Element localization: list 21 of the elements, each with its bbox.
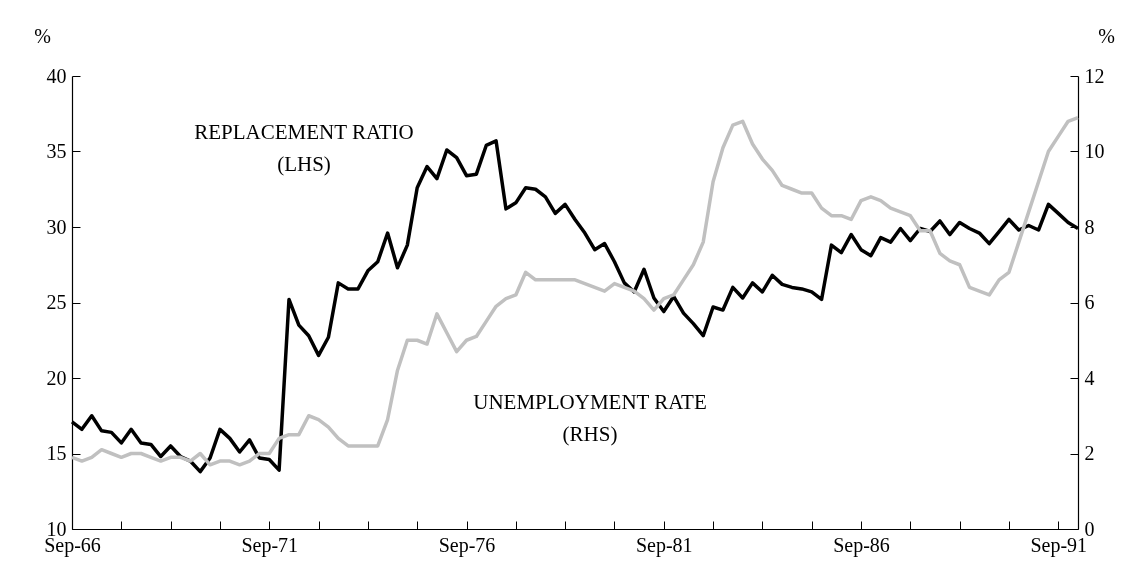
y2-tick-label: 2 — [1084, 442, 1095, 464]
x-tick-label: Sep-81 — [635, 533, 693, 557]
y2-tick-label: 4 — [1084, 366, 1095, 389]
x-tick-label: Sep-86 — [833, 533, 890, 557]
y-tick-label: 40 — [46, 64, 67, 87]
y2-axis-title: % — [1098, 24, 1115, 47]
y2-tick-label: 12 — [1084, 64, 1105, 87]
series-label: UNEMPLOYMENT RATE (RHS) — [473, 390, 707, 446]
y2-tick-label: 8 — [1084, 215, 1095, 238]
y2-tick-label: 0 — [1084, 517, 1095, 540]
y-axis-title: % — [34, 24, 51, 47]
x-tick-label: Sep-76 — [438, 533, 496, 557]
x-tick-label: Sep-71 — [241, 533, 299, 557]
y-tick-label: 35 — [46, 140, 67, 162]
series-label: REPLACEMENT RATIO (LHS) — [194, 120, 414, 176]
y-tick-label: 25 — [46, 291, 67, 313]
y-tick-label: 20 — [46, 366, 67, 389]
y-tick-label: 15 — [46, 442, 67, 464]
y2-tick-label: 6 — [1084, 291, 1095, 313]
y-tick-label: 30 — [46, 215, 67, 238]
y2-tick-label: 10 — [1084, 140, 1105, 162]
